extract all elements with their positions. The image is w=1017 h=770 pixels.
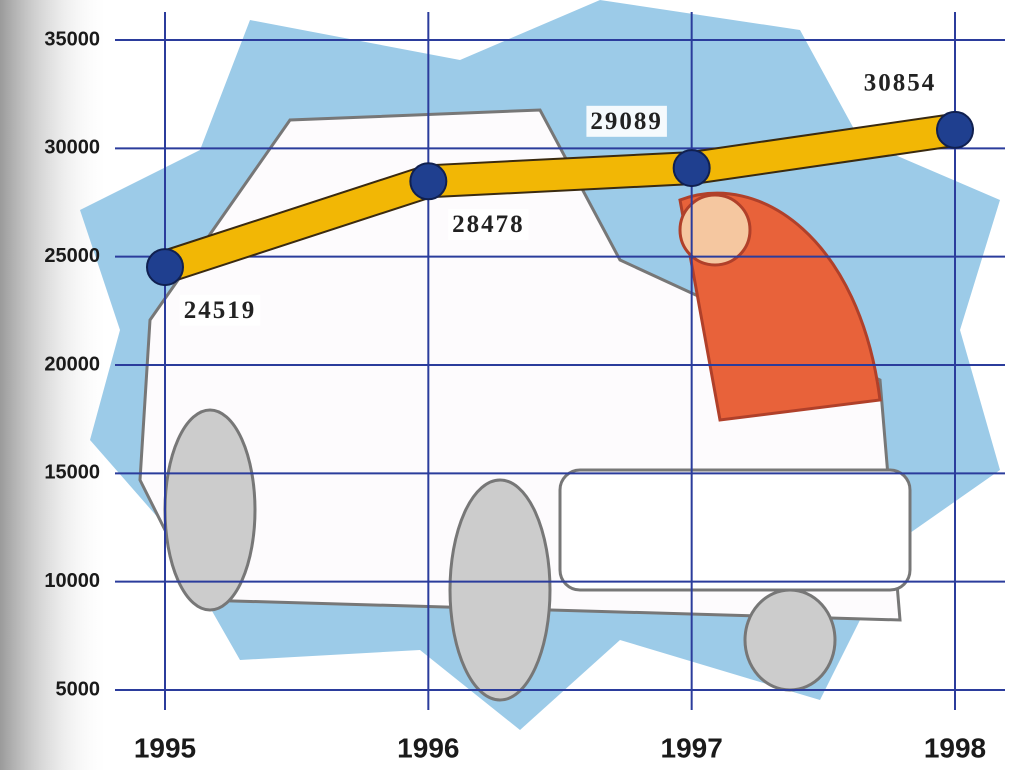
chart: 5000 10000 15000 20000 25000 30000 35000 1995 19… [0, 0, 1017, 770]
y-tick-label: 20000 [44, 353, 100, 375]
value-label: 24519 [184, 297, 257, 324]
x-tick-label: 1995 [134, 732, 196, 763]
y-tick-label: 15000 [44, 462, 100, 484]
marker [147, 249, 183, 285]
y-tick-label: 25000 [44, 245, 100, 267]
x-tick-label: 1997 [661, 732, 723, 763]
marker [410, 163, 446, 199]
page: 5000 10000 15000 20000 25000 30000 35000 1995 19… [0, 0, 1017, 770]
y-tick-label: 10000 [44, 570, 100, 592]
page-edge-shadow [0, 0, 110, 770]
x-tick-label: 1998 [924, 732, 986, 763]
value-label: 30854 [864, 70, 937, 97]
y-tick-label: 35000 [44, 28, 100, 50]
y-tick-label: 30000 [44, 137, 100, 159]
y-tick-label: 5000 [56, 678, 101, 700]
marker [937, 112, 973, 148]
value-label: 29089 [590, 108, 663, 135]
value-label: 28478 [452, 211, 525, 238]
x-tick-label: 1996 [397, 732, 459, 763]
marker [674, 150, 710, 186]
